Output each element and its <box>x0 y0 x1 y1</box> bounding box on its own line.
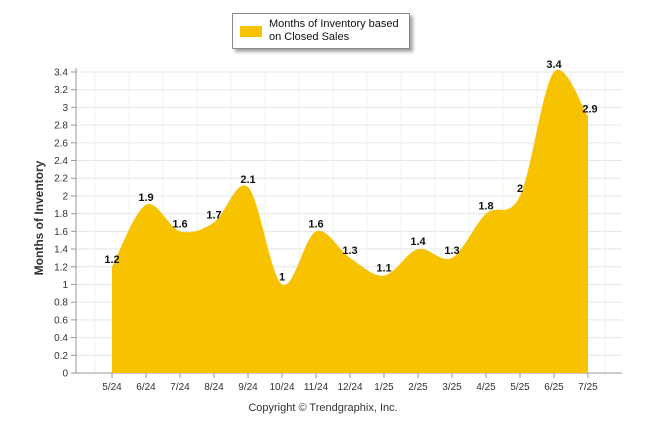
x-tick-label: 9/24 <box>238 382 258 393</box>
data-label: 1.6 <box>172 218 187 230</box>
data-label: 2.1 <box>240 174 255 186</box>
y-tick-label: 0.4 <box>54 333 68 344</box>
x-tick-label: 6/25 <box>544 382 564 393</box>
x-tick-label: 7/25 <box>578 382 598 393</box>
y-tick-label: 2.2 <box>54 174 68 185</box>
x-tick-label: 4/25 <box>476 382 496 393</box>
y-tick-label: 2.8 <box>54 121 68 132</box>
legend-swatch <box>240 26 262 37</box>
y-tick-label: 3.2 <box>54 85 68 96</box>
data-label: 1.7 <box>206 210 221 222</box>
y-tick-label: 0.2 <box>54 351 68 362</box>
data-label: 1.2 <box>104 254 119 266</box>
y-tick-label: 1.2 <box>54 262 68 273</box>
y-tick-label: 0.6 <box>54 315 68 326</box>
y-tick-label: 1 <box>62 280 68 291</box>
data-label: 2.9 <box>582 103 597 115</box>
y-axis-title: Months of Inventory <box>32 160 46 276</box>
data-label: 1.4 <box>410 236 426 248</box>
series-area <box>112 69 588 373</box>
data-label: 1.8 <box>478 201 493 213</box>
y-tick-label: 0.8 <box>54 298 68 309</box>
y-tick-label: 3 <box>62 103 68 114</box>
x-tick-label: 1/25 <box>374 382 394 393</box>
data-label: 1.1 <box>376 263 391 275</box>
y-tick-label: 3.4 <box>54 68 68 79</box>
x-tick-label: 6/24 <box>136 382 156 393</box>
legend: Months of Inventory based on Closed Sale… <box>232 13 410 49</box>
y-tick-label: 1.4 <box>54 245 68 256</box>
x-tick-label: 2/25 <box>408 382 428 393</box>
y-tick-label: 1.6 <box>54 227 68 238</box>
x-tick-label: 12/24 <box>337 382 362 393</box>
x-tick-label: 5/25 <box>510 382 530 393</box>
x-tick-label: 8/24 <box>204 382 224 393</box>
legend-label: Months of Inventory based on Closed Sale… <box>269 18 399 43</box>
copyright-text: Copyright © Trendgraphix, Inc. <box>248 402 398 414</box>
data-label: 1.9 <box>138 192 153 204</box>
y-tick-label: 2.4 <box>54 156 68 167</box>
y-tick-label: 2 <box>62 191 68 202</box>
x-tick-label: 5/24 <box>102 382 122 393</box>
data-label: 3.4 <box>546 59 562 71</box>
x-tick-label: 10/24 <box>269 382 294 393</box>
y-tick-label: 2.6 <box>54 138 68 149</box>
x-tick-label: 11/24 <box>304 382 329 393</box>
data-label: 1.6 <box>308 218 323 230</box>
data-label: 1 <box>279 271 285 283</box>
y-tick-label: 1.8 <box>54 209 68 220</box>
data-label: 1.3 <box>342 245 357 257</box>
x-tick-label: 3/25 <box>442 382 462 393</box>
data-label: 1.3 <box>444 245 459 257</box>
x-tick-label: 7/24 <box>170 382 190 393</box>
y-tick-label: 0 <box>62 369 68 380</box>
data-label: 2 <box>517 183 523 195</box>
